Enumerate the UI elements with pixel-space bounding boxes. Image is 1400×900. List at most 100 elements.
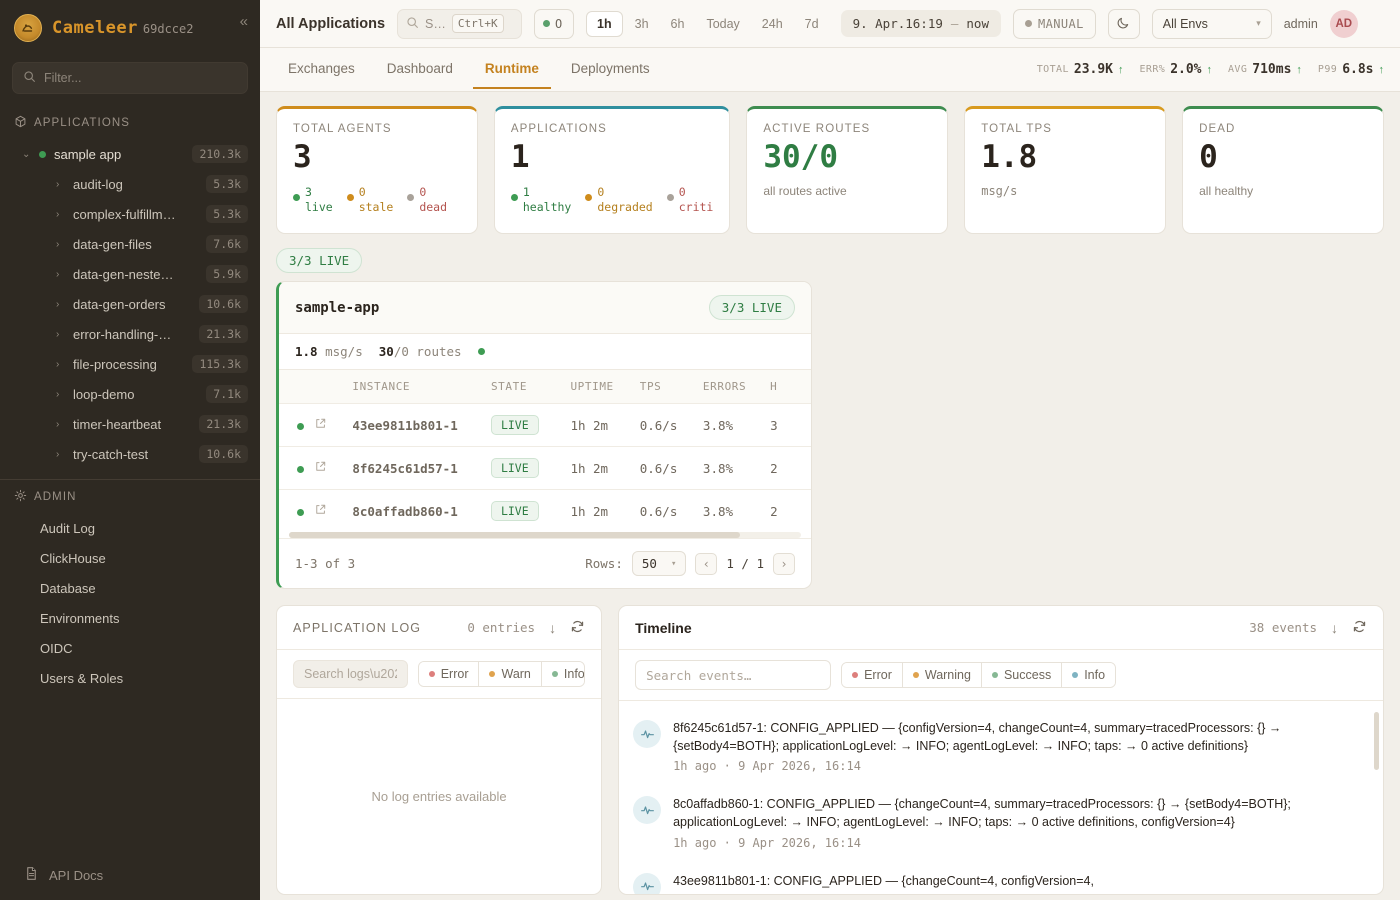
sidebar-filter-input[interactable] bbox=[44, 71, 237, 85]
col-h-truncated: H bbox=[770, 370, 811, 404]
range-button-6h[interactable]: 6h bbox=[670, 16, 685, 31]
sidebar-item-database[interactable]: Database bbox=[40, 580, 96, 596]
sidebar-item-audit-log[interactable]: › audit-log 5.3k bbox=[0, 169, 260, 199]
table-row[interactable]: 43ee9811b801-1 LIVE 1h 2m 0.6/s 3.8% 3 bbox=[279, 403, 811, 447]
log-entry-count: 0 entries bbox=[467, 620, 536, 635]
prev-page-button[interactable]: ‹ bbox=[695, 552, 718, 575]
refresh-icon[interactable] bbox=[1352, 619, 1367, 636]
kpi-subtitle: msg/s bbox=[981, 183, 1018, 198]
scroll-down-icon[interactable]: ↓ bbox=[1331, 619, 1338, 636]
range-button-7d[interactable]: 7d bbox=[804, 16, 819, 31]
tab-deployments[interactable]: Deployments bbox=[570, 61, 650, 77]
log-search-input[interactable] bbox=[304, 667, 397, 681]
row-tps: 0.6/s bbox=[639, 489, 703, 532]
range-button-24h[interactable]: 24h bbox=[761, 16, 783, 31]
refresh-mode-pill[interactable]: MANUAL bbox=[1012, 8, 1096, 39]
sidebar-item-data-gen-files[interactable]: › data-gen-files 7.6k bbox=[0, 229, 260, 259]
sidebar-item-clickhouse[interactable]: ClickHouse bbox=[40, 550, 106, 566]
chip-dot bbox=[489, 671, 496, 677]
filter-chip-error[interactable]: Error bbox=[842, 663, 903, 687]
range-button-3h[interactable]: 3h bbox=[634, 16, 649, 31]
filter-chip-info[interactable]: Info bbox=[541, 662, 585, 686]
sidebar-item-data-gen-orders[interactable]: › data-gen-orders 10.6k bbox=[0, 289, 260, 319]
timeline-event[interactable]: 8f6245c61d57-1: CONFIG_APPLIED — {config… bbox=[619, 707, 1383, 783]
next-page-button[interactable]: › bbox=[773, 552, 795, 575]
filter-chip-error[interactable]: Error bbox=[418, 662, 480, 686]
refresh-icon[interactable] bbox=[570, 619, 585, 636]
timeline-events-list: 8f6245c61d57-1: CONFIG_APPLIED — {config… bbox=[619, 701, 1383, 894]
external-link-icon[interactable] bbox=[314, 504, 327, 519]
row-status-dot-cell bbox=[279, 403, 314, 447]
sidebar-item-audit-log[interactable]: Audit Log bbox=[40, 520, 95, 536]
timeline-search-input[interactable] bbox=[646, 667, 821, 683]
collapse-sidebar-button[interactable]: « bbox=[239, 13, 248, 30]
sidebar-filter[interactable] bbox=[12, 62, 248, 94]
chevron-right-icon: › bbox=[56, 358, 60, 370]
row-uptime: 1h 2m bbox=[570, 489, 640, 532]
filter-chip-warning[interactable]: Warning bbox=[902, 663, 982, 687]
range-button-1h[interactable]: 1h bbox=[586, 10, 623, 37]
username-label: admin bbox=[1283, 16, 1318, 31]
external-link-icon[interactable] bbox=[314, 418, 327, 433]
row-open-link-cell[interactable] bbox=[313, 489, 353, 532]
date-range-display[interactable]: 9. Apr.16:19 — now bbox=[840, 10, 1001, 37]
table-row[interactable]: 8c0affadb860-1 LIVE 1h 2m 0.6/s 3.8% 2 bbox=[279, 489, 811, 532]
col-instance: INSTANCE bbox=[352, 370, 491, 404]
external-link-icon[interactable] bbox=[314, 461, 327, 476]
sidebar-item-file-processing[interactable]: › file-processing 115.3k bbox=[0, 349, 260, 379]
kpi-card-total-agents: TOTAL AGENTS 3 3 live 0 stale 0 dead bbox=[276, 106, 478, 234]
theme-toggle-button[interactable] bbox=[1107, 8, 1140, 39]
timeline-event-meta: 1h ago · 9 Apr 2026, 16:14 bbox=[673, 835, 861, 850]
timeline-event[interactable]: 43ee9811b801-1: CONFIG_APPLIED — {change… bbox=[619, 860, 1383, 894]
environment-select[interactable]: All Envs ▾ bbox=[1151, 8, 1272, 39]
sidebar-item-loop-demo[interactable]: › loop-demo 7.1k bbox=[0, 379, 260, 409]
sidebar-item-users-roles[interactable]: Users & Roles bbox=[40, 670, 124, 686]
table-row[interactable]: 8f6245c61d57-1 LIVE 1h 2m 0.6/s 3.8% 2 bbox=[279, 446, 811, 490]
filter-chip-success[interactable]: Success bbox=[981, 663, 1063, 687]
tab-dashboard[interactable]: Dashboard bbox=[386, 61, 453, 77]
avatar[interactable]: AD bbox=[1329, 9, 1358, 38]
sidebar-item-error-handling-[interactable]: › error-handling-… 21.3k bbox=[0, 319, 260, 349]
tab-runtime[interactable]: Runtime bbox=[472, 50, 551, 89]
range-button-today[interactable]: Today bbox=[706, 16, 740, 31]
row-h-truncated: 2 bbox=[770, 446, 811, 490]
timeline-event[interactable]: 8c0affadb860-1: CONFIG_APPLIED — {change… bbox=[619, 783, 1383, 859]
log-search-box[interactable] bbox=[293, 660, 408, 688]
connection-status-pill[interactable]: O bbox=[534, 8, 575, 39]
sidebar-item-oidc[interactable]: OIDC bbox=[40, 640, 73, 656]
sidebar-item-data-gen-neste-[interactable]: › data-gen-neste… 5.9k bbox=[0, 259, 260, 289]
kpi-legend-item: 3 live bbox=[293, 185, 333, 216]
row-open-link-cell[interactable] bbox=[313, 403, 353, 447]
kpi-value: 0 bbox=[1199, 139, 1218, 175]
sidebar-brand: Cameleer 69dcce2 bbox=[52, 18, 193, 38]
table-horizontal-scrollbar[interactable] bbox=[289, 532, 801, 538]
tabs-container: Exchanges Dashboard Runtime Deployments bbox=[276, 50, 662, 89]
row-open-link-cell[interactable] bbox=[313, 446, 353, 490]
scroll-down-icon[interactable]: ↓ bbox=[549, 619, 557, 636]
tab-exchanges[interactable]: Exchanges bbox=[288, 61, 355, 77]
legend-number: 0 bbox=[419, 184, 427, 199]
timeline-search-box[interactable] bbox=[635, 660, 832, 690]
sidebar-item-timer-heartbeat[interactable]: › timer-heartbeat 21.3k bbox=[0, 409, 260, 439]
timeline-event-message: 43ee9811b801-1: CONFIG_APPLIED — {change… bbox=[673, 873, 1094, 888]
filter-chip-warn[interactable]: Warn bbox=[479, 662, 542, 686]
trend-up-icon: ↑ bbox=[1206, 63, 1213, 76]
metric-value: 710ms bbox=[1252, 62, 1292, 77]
row-tps: 0.6/s bbox=[639, 446, 703, 490]
sidebar-item-environments[interactable]: Environments bbox=[40, 610, 120, 626]
sidebar-item-count: 21.3k bbox=[199, 325, 248, 343]
scrollbar-thumb[interactable] bbox=[1374, 712, 1379, 770]
sidebar-item-label: data-gen-orders bbox=[73, 296, 166, 312]
filter-chip-info[interactable]: Info bbox=[1062, 663, 1116, 687]
sidebar-item-complex-fulfillm-[interactable]: › complex-fulfillm… 5.3k bbox=[0, 199, 260, 229]
sidebar-item-sample-app[interactable]: ⌄ sample app 210.3k bbox=[0, 139, 260, 169]
scrollbar-thumb[interactable] bbox=[289, 532, 740, 538]
rows-per-page-select[interactable]: 50 ▾ bbox=[631, 551, 687, 576]
timeline-scrollbar[interactable] bbox=[1374, 712, 1379, 888]
sidebar-item-api-docs[interactable]: API Docs bbox=[0, 866, 260, 900]
legend-label: stale bbox=[358, 200, 394, 215]
row-errors: 3.8% bbox=[702, 446, 771, 490]
kpi-title: TOTAL AGENTS bbox=[293, 123, 392, 135]
global-search-box[interactable]: S… Ctrl+K bbox=[397, 8, 523, 39]
sidebar-item-try-catch-test[interactable]: › try-catch-test 10.6k bbox=[0, 439, 260, 469]
